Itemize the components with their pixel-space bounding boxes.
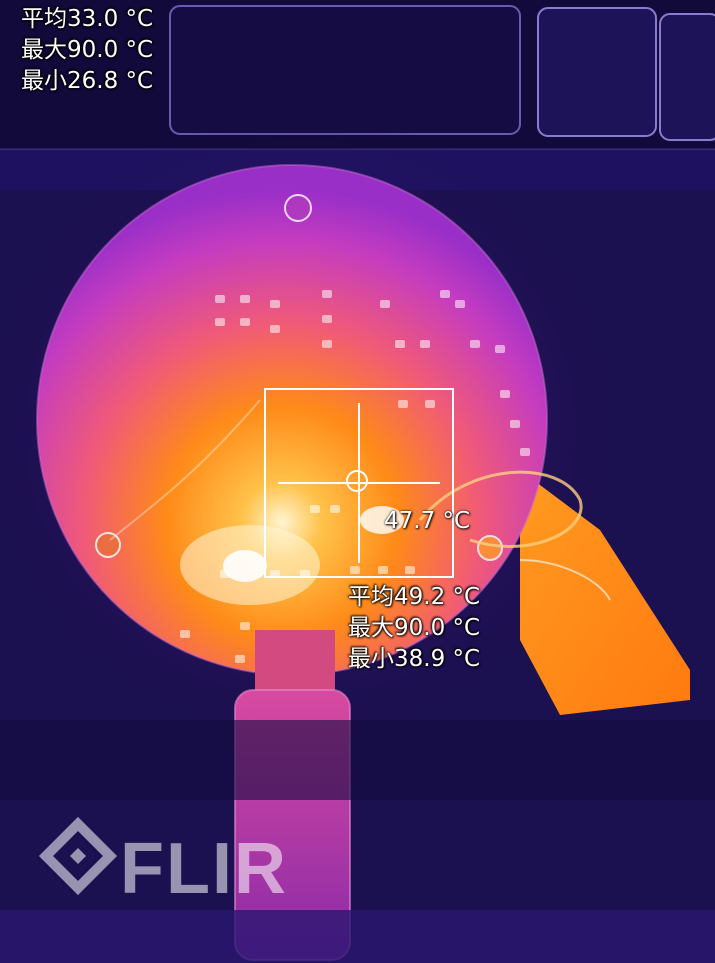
crosshair-center-icon[interactable] <box>346 470 368 492</box>
global-min-temp: 最小26.8 °C <box>21 68 154 94</box>
spot-temperature: 47.7 °C <box>384 508 471 534</box>
box-max-temp: 最大90.0 °C <box>348 615 481 641</box>
box-min-temp: 最小38.9 °C <box>348 646 481 672</box>
measurement-box[interactable] <box>264 388 454 578</box>
box-temperature-stats: 平均49.2 °C 最大90.0 °C 最小38.9 °C <box>348 582 480 675</box>
global-avg-temp: 平均33.0 °C <box>21 6 154 32</box>
box-avg-temp: 平均49.2 °C <box>348 584 481 610</box>
global-max-temp: 最大90.0 °C <box>21 37 154 63</box>
global-temperature-stats: 平均33.0 °C 最大90.0 °C 最小26.8 °C <box>21 4 153 97</box>
flir-logo: FLIR <box>120 829 288 909</box>
